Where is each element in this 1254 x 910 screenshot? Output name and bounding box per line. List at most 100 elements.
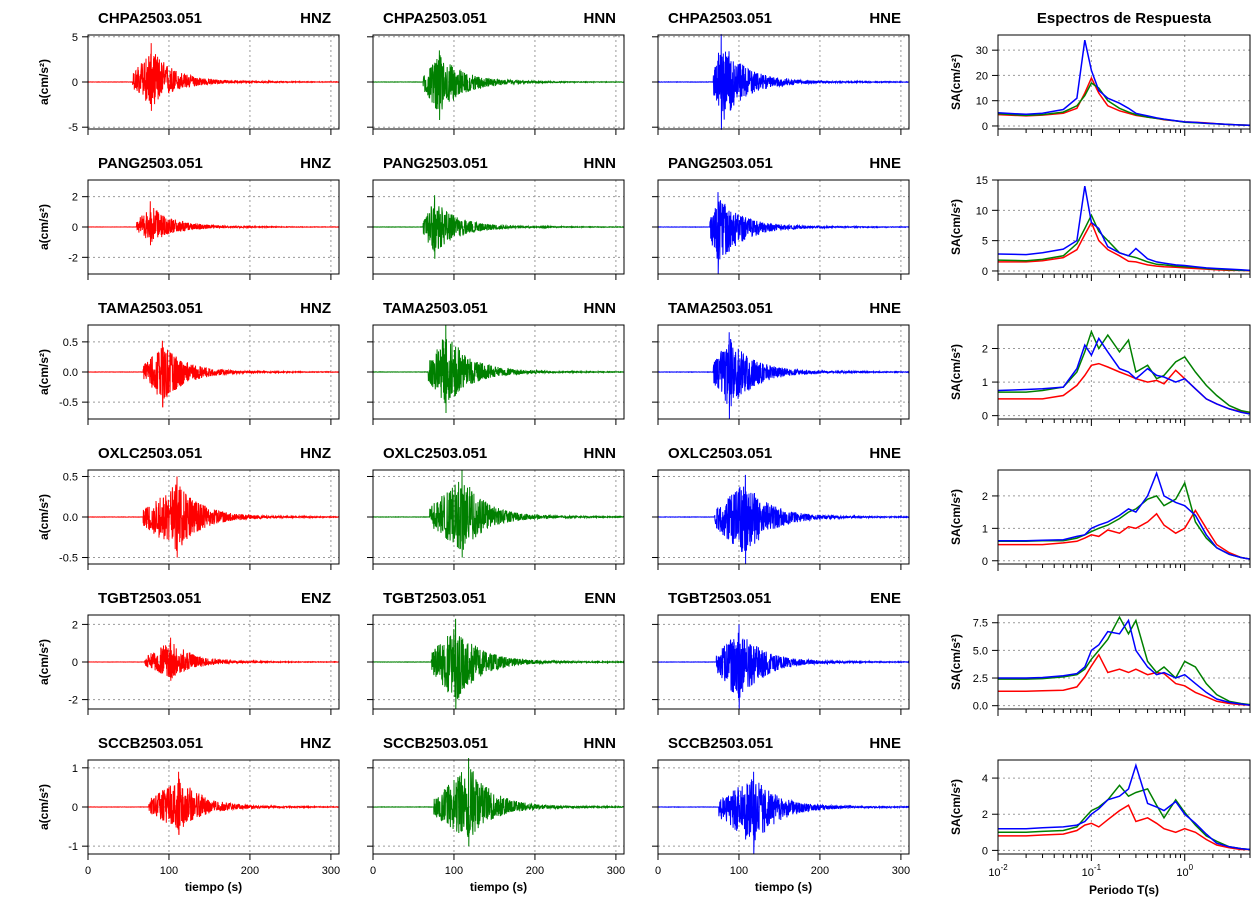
accelerogram-trace xyxy=(658,771,910,855)
y-tick-label: 2 xyxy=(982,809,988,821)
sa-axis-label: SA(cm/s²) xyxy=(949,489,963,545)
accel-axis-label: a(cm/s²) xyxy=(37,59,51,105)
spectrum-curve-east xyxy=(998,470,1251,560)
station-title: OXLC2503.051 xyxy=(668,445,772,462)
time-axis-label: tiempo (s) xyxy=(185,880,242,894)
y-tick-label: -2 xyxy=(68,252,78,264)
spectrum-curve-east xyxy=(997,336,1251,415)
component-code: HNZ xyxy=(300,10,331,27)
x-tick-label: 10-2 xyxy=(988,863,1008,879)
component-code: HNN xyxy=(584,300,617,317)
spectrum-curve-vertical xyxy=(998,653,1251,706)
x-tick-label: 0 xyxy=(85,865,91,877)
x-tick-label: 100 xyxy=(730,865,748,877)
accelerogram-trace xyxy=(657,624,910,710)
y-tick-label: 30 xyxy=(976,45,988,57)
station-title: TAMA2503.051 xyxy=(383,300,488,317)
y-tick-label: 0.0 xyxy=(973,701,988,713)
x-tick-label: 300 xyxy=(322,865,340,877)
y-tick-label: 2 xyxy=(72,619,78,631)
x-tick-label: 100 xyxy=(445,865,463,877)
station-title: TGBT2503.051 xyxy=(98,590,201,607)
spectrum-frame xyxy=(997,469,1251,565)
component-code: HNE xyxy=(869,445,901,462)
y-tick-label: 0 xyxy=(982,121,988,133)
y-tick-label: -2 xyxy=(68,695,78,707)
component-code: HNN xyxy=(584,155,617,172)
station-title: TAMA2503.051 xyxy=(98,300,203,317)
x-tick-label: 300 xyxy=(607,865,625,877)
accelerogram-trace xyxy=(372,324,625,414)
component-code: HNE xyxy=(869,735,901,752)
y-tick-label: 10 xyxy=(976,205,988,217)
y-tick-label: 0 xyxy=(72,802,78,814)
y-tick-label: 15 xyxy=(976,175,988,187)
accel-axis-label: a(cm/s²) xyxy=(37,494,51,540)
x-tick-label: 200 xyxy=(241,865,259,877)
y-tick-label: 5.0 xyxy=(973,645,988,657)
spectrum-frame xyxy=(997,34,1251,130)
x-tick-label: 100 xyxy=(160,865,178,877)
station-title: PANG2503.051 xyxy=(98,155,203,172)
spectrum-frame xyxy=(997,759,1251,855)
accelerogram-trace xyxy=(657,192,910,275)
component-code: ENE xyxy=(870,590,901,607)
y-tick-label: 0 xyxy=(982,411,988,423)
accelerogram-trace xyxy=(658,34,910,130)
spectra-title: Espectros de Respuesta xyxy=(1037,10,1212,27)
accelerogram-trace xyxy=(88,201,340,246)
component-code: HNZ xyxy=(300,155,331,172)
accelerogram-trace xyxy=(87,771,340,835)
station-title: CHPA2503.051 xyxy=(383,10,487,27)
y-tick-label: 0 xyxy=(982,266,988,278)
x-tick-label: 0 xyxy=(370,865,376,877)
y-tick-label: 5 xyxy=(72,32,78,44)
station-title: SCCB2503.051 xyxy=(98,735,203,752)
component-code: HNZ xyxy=(300,445,331,462)
y-tick-label: 1 xyxy=(982,523,988,535)
component-code: HNZ xyxy=(300,300,331,317)
accelerogram-trace xyxy=(372,469,625,558)
spectrum-curve-north xyxy=(997,213,1250,272)
accelerogram-trace xyxy=(87,340,340,408)
y-tick-label: 7.5 xyxy=(973,618,988,630)
time-axis-label: tiempo (s) xyxy=(470,880,527,894)
y-tick-label: 0 xyxy=(982,556,988,568)
station-title: SCCB2503.051 xyxy=(383,735,488,752)
accel-axis-label: a(cm/s²) xyxy=(37,784,51,830)
x-tick-label: 200 xyxy=(526,865,544,877)
station-title: SCCB2503.051 xyxy=(668,735,773,752)
y-tick-label: 2 xyxy=(982,344,988,356)
y-tick-label: 4 xyxy=(982,773,988,785)
y-tick-label: 10 xyxy=(976,96,988,108)
sa-axis-label: SA(cm/s²) xyxy=(949,779,963,835)
accelerogram-trace xyxy=(372,195,625,259)
x-tick-label: 200 xyxy=(811,865,829,877)
y-tick-label: 1 xyxy=(982,377,988,389)
spectrum-curve-vertical xyxy=(998,804,1250,851)
y-tick-label: -1 xyxy=(68,841,78,853)
sa-axis-label: SA(cm/s²) xyxy=(949,54,963,110)
component-code: ENZ xyxy=(301,590,331,607)
component-code: HNN xyxy=(584,10,617,27)
y-tick-label: -5 xyxy=(68,122,78,134)
spectrum-curve-vertical xyxy=(998,220,1251,272)
accel-axis-label: a(cm/s²) xyxy=(37,639,51,685)
y-tick-label: 20 xyxy=(976,70,988,82)
y-tick-label: -0.5 xyxy=(59,553,78,565)
component-code: ENN xyxy=(584,590,616,607)
y-tick-label: 0 xyxy=(72,222,78,234)
y-tick-label: 0.5 xyxy=(63,471,78,483)
spectrum-frame xyxy=(997,324,1251,420)
accelerogram-trace xyxy=(372,50,625,121)
accelerogram-trace xyxy=(658,332,910,420)
y-tick-label: 5 xyxy=(982,236,988,248)
component-code: HNE xyxy=(869,300,901,317)
component-code: HNE xyxy=(869,155,901,172)
spectrum-curve-north xyxy=(997,81,1251,126)
y-tick-label: 0 xyxy=(72,77,78,89)
x-tick-label: 0 xyxy=(655,865,661,877)
accel-axis-label: a(cm/s²) xyxy=(37,204,51,250)
y-tick-label: 1 xyxy=(72,763,78,775)
